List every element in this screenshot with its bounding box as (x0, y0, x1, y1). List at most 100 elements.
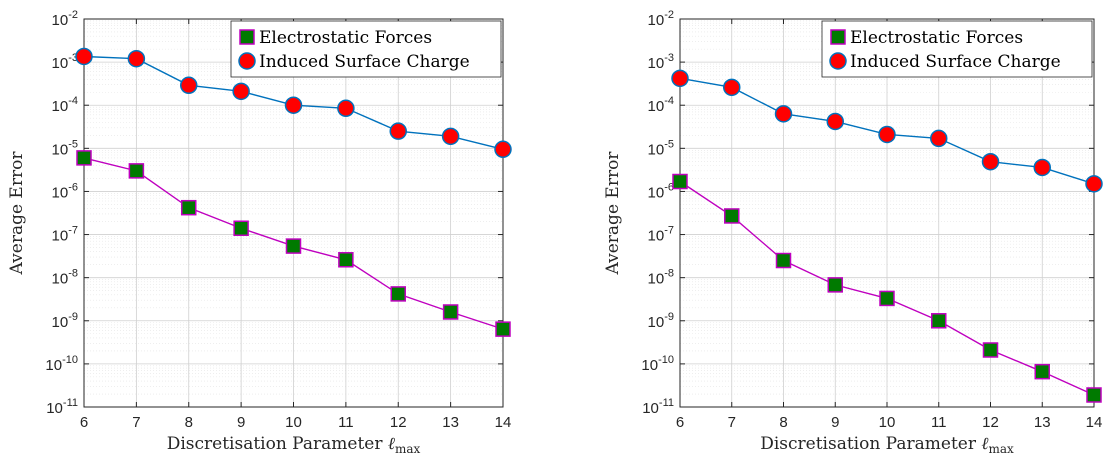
legend-marker-square (239, 29, 255, 45)
data-point-circle (1033, 158, 1051, 177)
legend-label: Induced Surface Charge (850, 52, 1061, 72)
data-point-circle (723, 78, 741, 97)
y-tick-exponent: -9 (68, 311, 78, 323)
series-circle-2 (75, 47, 512, 159)
data-point-circle (389, 122, 407, 140)
x-axis-label-subscript: max (395, 442, 421, 454)
data-point-circle (284, 96, 303, 114)
y-tick-label: 10-4 (648, 95, 674, 115)
y-tick-base: 10 (52, 184, 69, 201)
data-point-square (879, 290, 895, 307)
data-point-circle (930, 129, 948, 148)
data-point-square (181, 199, 197, 216)
data-point-circle (494, 140, 512, 159)
legend-label: Electrostatic Forces (850, 28, 1023, 48)
data-point-circle (75, 47, 93, 66)
legend: Electrostatic Forces Induced Surface Char… (230, 20, 502, 78)
y-tick-exponent: -3 (68, 52, 78, 64)
y-tick-base: 10 (648, 228, 665, 245)
x-axis-label-text: Discretisation Parameter (760, 434, 981, 454)
legend-marker-square (830, 29, 846, 45)
x-tick-label: 6 (80, 414, 88, 431)
y-tick-exponent: -5 (664, 138, 674, 150)
x-tick-label: 14 (495, 414, 512, 431)
y-tick-base: 10 (52, 98, 69, 115)
x-tick-label: 8 (779, 414, 787, 431)
series-circle-2 (671, 69, 1103, 193)
x-tick-label: 6 (676, 414, 684, 431)
x-axis-label-subscript: max (988, 442, 1014, 454)
y-tick-label: 10-11 (642, 397, 674, 417)
x-tick-label: 7 (132, 414, 140, 431)
x-tick-label: 10 (879, 414, 896, 431)
x-tick-label: 8 (185, 414, 193, 431)
data-point-square (982, 342, 999, 358)
legend-label: Electrostatic Forces (259, 28, 432, 48)
data-point-circle (180, 76, 198, 95)
legend-box (230, 20, 502, 78)
data-point-circle (441, 127, 460, 146)
y-tick-base: 10 (648, 314, 665, 331)
data-point-circle (878, 125, 896, 144)
y-tick-exponent: -6 (68, 181, 78, 193)
y-tick-label: 10-9 (52, 311, 78, 331)
x-tick-label: 12 (982, 414, 999, 431)
data-point-square (338, 252, 354, 268)
y-tick-exponent: -7 (68, 225, 78, 237)
y-tick-base: 10 (648, 55, 665, 72)
x-tick-label: 13 (1034, 414, 1051, 431)
y-tick-exponent: -2 (68, 9, 78, 21)
y-tick-label: 10-8 (52, 268, 78, 288)
y-tick-label: 10-2 (648, 9, 674, 29)
data-point-square (1034, 363, 1050, 380)
y-tick-label: 10-2 (52, 9, 78, 29)
data-point-circle (671, 69, 689, 88)
y-tick-base: 10 (52, 141, 69, 158)
data-point-square (128, 163, 145, 179)
legend-label: Induced Surface Charge (259, 52, 470, 72)
y-tick-label: 10-4 (52, 95, 78, 115)
y-tick-label: 10-5 (648, 138, 674, 158)
data-point-square (233, 220, 249, 237)
legend-marker-circle (238, 52, 256, 70)
y-axis-label: Average Error (603, 151, 623, 276)
x-tick-label: 13 (442, 414, 459, 431)
y-tick-base: 10 (648, 271, 665, 288)
y-tick-base: 10 (648, 141, 665, 158)
y-tick-exponent: -11 (659, 397, 674, 409)
y-tick-base: 10 (52, 314, 69, 331)
x-tick-label: 11 (931, 414, 947, 431)
y-tick-label: 10-8 (648, 268, 674, 288)
y-tick-label: 10-6 (52, 181, 78, 201)
data-point-square (672, 173, 688, 190)
legend-box (821, 20, 1093, 78)
y-tick-exponent: -3 (664, 52, 674, 64)
x-tick-label: 12 (390, 414, 407, 431)
y-tick-label: 10-7 (52, 225, 78, 245)
chart-panel-2: 6 7 8 9 10 11 12 13 1410-1110-1010-910-810-710-6… (603, 9, 1103, 454)
y-tick-label: 10-9 (648, 311, 674, 331)
y-tick-exponent: -4 (664, 95, 674, 107)
y-tick-base: 10 (648, 184, 665, 201)
y-tick-label: 10-3 (648, 52, 674, 72)
x-tick-label: 10 (285, 414, 302, 431)
x-axis-label: Discretisation Parameter ℓmax (167, 434, 421, 454)
x-axis-label-symbol: ℓ (388, 434, 395, 454)
series-square-1 (672, 173, 1102, 403)
series-square-1 (76, 150, 511, 337)
data-point-circle (981, 152, 1000, 171)
y-tick-base: 10 (52, 271, 69, 288)
y-tick-exponent: -7 (664, 225, 674, 237)
data-point-square (285, 238, 302, 254)
y-tick-base: 10 (641, 357, 658, 374)
y-tick-base: 10 (648, 98, 665, 115)
data-point-square (390, 286, 406, 302)
y-tick-base: 10 (642, 400, 659, 417)
y-tick-label: 10-10 (45, 354, 78, 374)
y-tick-exponent: -10 (658, 354, 674, 366)
y-tick-exponent: -5 (68, 138, 78, 150)
y-tick-base: 10 (52, 228, 69, 245)
data-point-circle (826, 112, 844, 131)
y-tick-label: 10-11 (46, 397, 78, 417)
y-tick-label: 10-3 (52, 52, 78, 72)
